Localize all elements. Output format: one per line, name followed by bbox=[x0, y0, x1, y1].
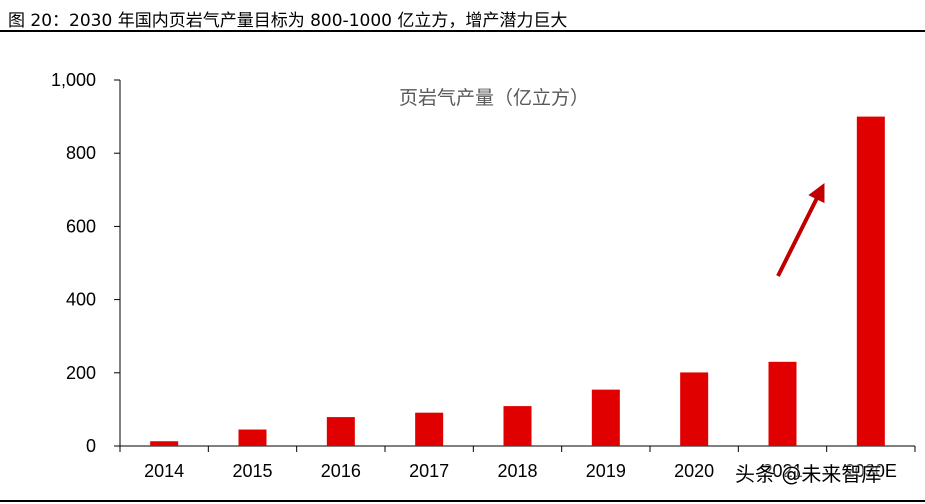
x-tick-label: 2020 bbox=[674, 461, 714, 481]
x-tick-label: 2015 bbox=[232, 461, 272, 481]
trend-arrow bbox=[776, 183, 825, 277]
x-tick-label: 2018 bbox=[497, 461, 537, 481]
bar bbox=[680, 372, 709, 446]
y-tick-label: 1,000 bbox=[51, 70, 96, 90]
figure-title: 图 20：2030 年国内页岩气产量目标为 800-1000 亿立方，增产潜力巨… bbox=[8, 11, 568, 31]
bottom-rule bbox=[0, 500, 925, 502]
y-tick-label: 0 bbox=[86, 436, 96, 456]
trend-arrow-head bbox=[808, 183, 825, 204]
bar bbox=[768, 361, 797, 446]
y-tick-label: 400 bbox=[66, 290, 96, 310]
x-tick-label: 2016 bbox=[321, 461, 361, 481]
x-tick-label: 2017 bbox=[409, 461, 449, 481]
bars bbox=[150, 116, 885, 446]
watermark: 头条 @未来智库 bbox=[735, 462, 882, 486]
trend-arrow-shaft bbox=[776, 191, 822, 277]
chart-title: 页岩气产量（亿立方） bbox=[399, 87, 589, 109]
x-tick-label: 2019 bbox=[586, 461, 626, 481]
y-axis: 0 200 400 600 800 1,000 bbox=[51, 70, 121, 456]
y-tick-label: 200 bbox=[66, 363, 96, 383]
y-tick-label: 600 bbox=[66, 216, 96, 236]
bar bbox=[415, 412, 444, 446]
top-rule bbox=[0, 30, 925, 32]
bar bbox=[326, 417, 355, 446]
bar bbox=[591, 389, 620, 446]
x-tick-label: 2014 bbox=[144, 461, 184, 481]
y-tick-label: 800 bbox=[66, 143, 96, 163]
x-tick-label: 2030E bbox=[845, 461, 897, 481]
bar bbox=[856, 116, 885, 446]
bar bbox=[238, 429, 267, 446]
bar bbox=[150, 441, 179, 446]
bar bbox=[503, 406, 532, 446]
x-tick-label: 2021 bbox=[762, 461, 802, 481]
